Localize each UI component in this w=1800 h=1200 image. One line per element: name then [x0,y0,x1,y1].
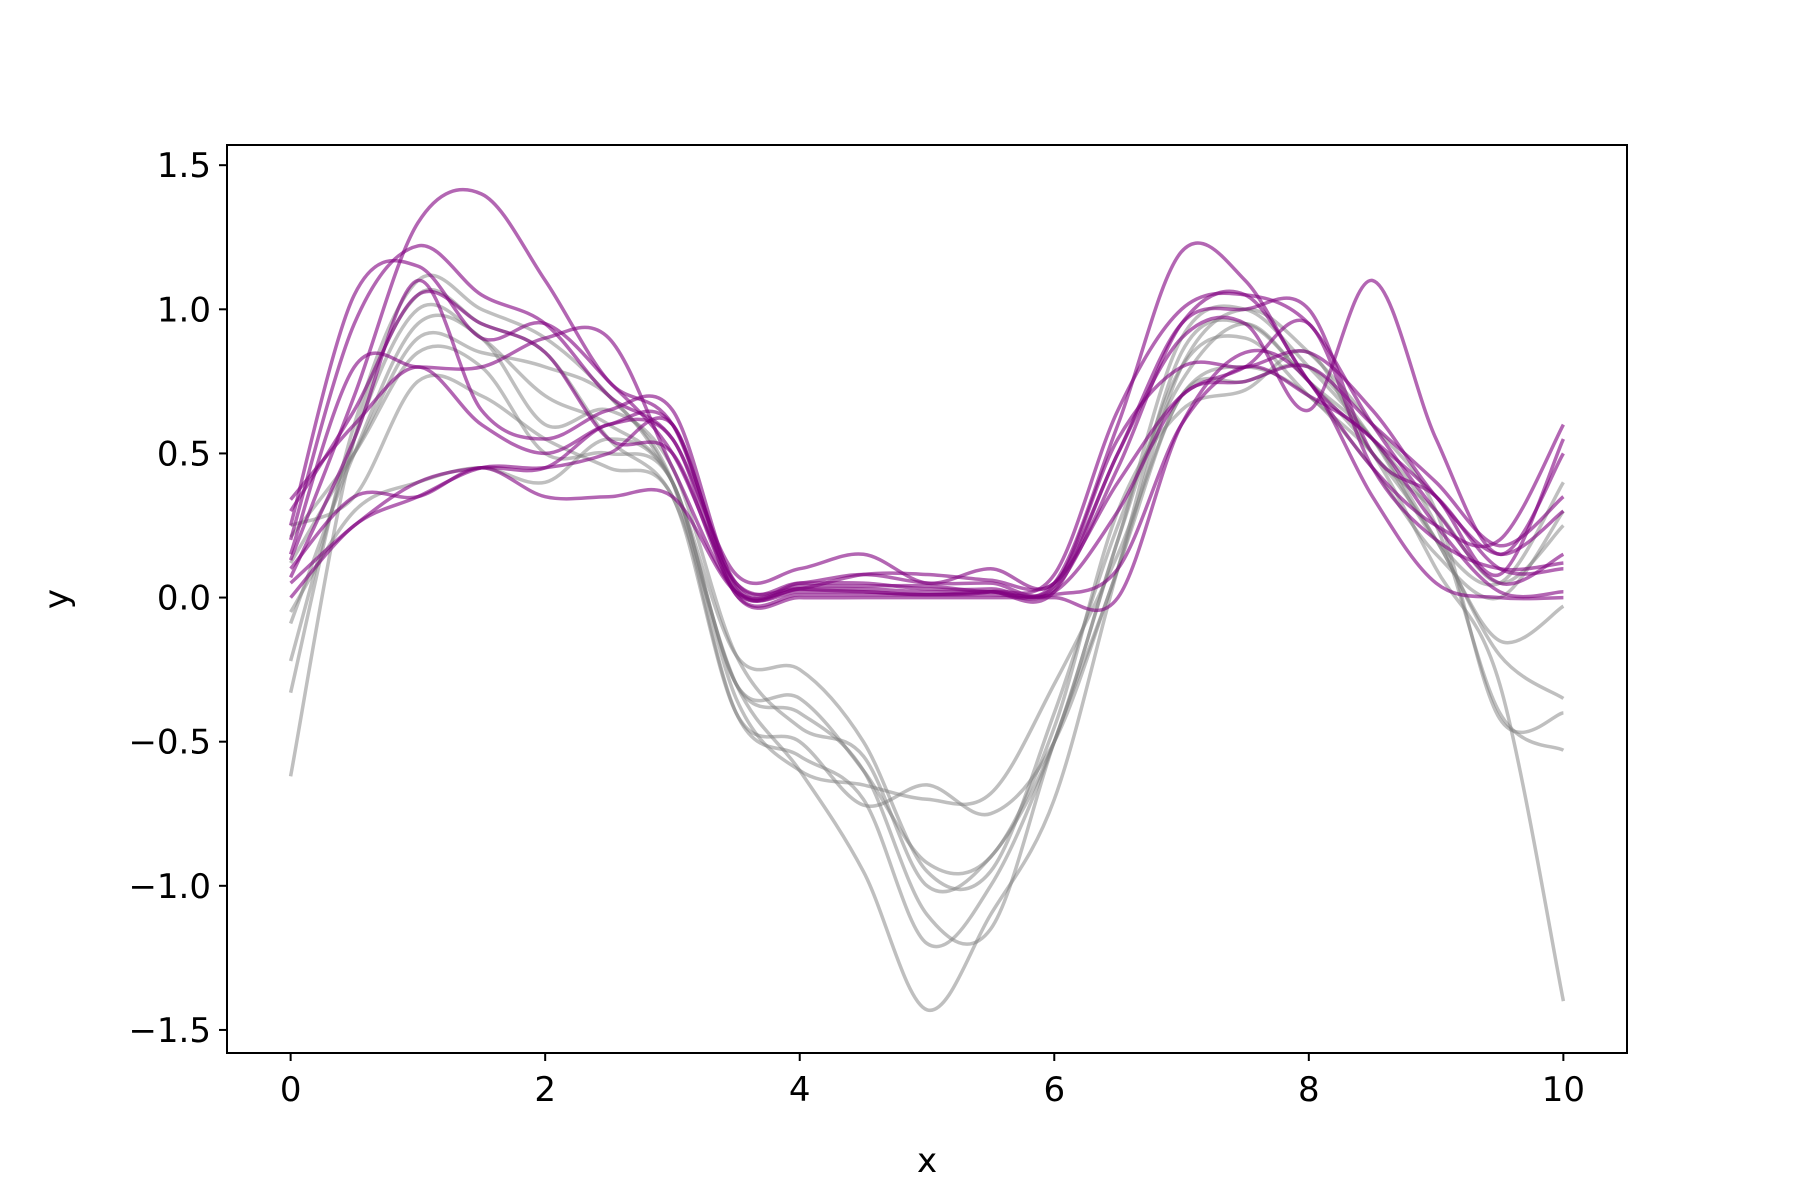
x-tick-label: 2 [534,1070,556,1110]
y-tick-label: 0.0 [157,579,211,619]
x-tick-label: 10 [1542,1070,1585,1110]
purple-sample-line-17 [289,348,1564,613]
x-tick-label: 0 [280,1070,302,1110]
x-axis-ticks: 0 2 4 6 8 10 [280,1053,1585,1110]
y-axis-ticks: −1.5 −1.0 −0.5 0.0 0.5 1.0 1.5 [128,146,227,1051]
y-tick-label: −0.5 [128,723,211,763]
y-tick-label: 1.5 [157,146,211,186]
plot-frame [226,144,1628,1054]
purple-sample-line-16 [289,364,1564,608]
y-axis-label: y [37,589,77,609]
series-layer [288,187,1566,1012]
purple-sample-line-12 [289,289,1565,602]
x-tick-label: 6 [1043,1070,1065,1110]
x-tick-label: 4 [789,1070,811,1110]
x-tick-label: 8 [1298,1070,1320,1110]
y-tick-label: −1.5 [128,1011,211,1051]
x-axis-label: x [917,1141,937,1181]
y-tick-label: 0.5 [157,434,211,474]
y-tick-label: 1.0 [157,290,211,330]
y-tick-label: −1.0 [128,867,211,907]
purple-sample-line-11 [289,278,1565,601]
